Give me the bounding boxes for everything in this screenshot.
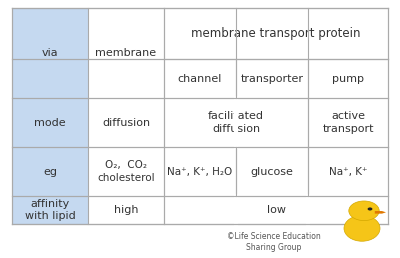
FancyBboxPatch shape <box>88 98 164 147</box>
Text: facilitated
diffusion: facilitated diffusion <box>208 111 264 134</box>
Text: Na⁺, K⁺, H₂O: Na⁺, K⁺, H₂O <box>167 167 233 176</box>
FancyBboxPatch shape <box>88 147 164 196</box>
Text: Na⁺, K⁺: Na⁺, K⁺ <box>329 167 367 176</box>
FancyBboxPatch shape <box>164 147 236 196</box>
FancyBboxPatch shape <box>164 98 308 147</box>
Ellipse shape <box>347 225 369 236</box>
FancyBboxPatch shape <box>12 196 88 224</box>
Text: channel: channel <box>178 74 222 84</box>
FancyBboxPatch shape <box>164 59 236 98</box>
Text: pump: pump <box>332 74 364 84</box>
FancyBboxPatch shape <box>236 147 308 196</box>
FancyBboxPatch shape <box>308 59 388 98</box>
Ellipse shape <box>344 215 380 241</box>
FancyBboxPatch shape <box>88 8 164 98</box>
FancyBboxPatch shape <box>308 147 388 196</box>
Text: O₂,  CO₂
cholesterol: O₂, CO₂ cholesterol <box>97 160 155 183</box>
FancyBboxPatch shape <box>12 98 88 147</box>
FancyBboxPatch shape <box>12 147 88 196</box>
Text: eg: eg <box>43 167 57 176</box>
FancyBboxPatch shape <box>164 8 388 59</box>
FancyBboxPatch shape <box>236 59 308 98</box>
Text: membrane transport protein: membrane transport protein <box>191 27 361 40</box>
Circle shape <box>349 201 379 221</box>
FancyArrow shape <box>375 211 386 214</box>
Text: low: low <box>266 205 286 215</box>
Text: high: high <box>114 205 138 215</box>
Text: via: via <box>42 48 58 58</box>
Circle shape <box>368 207 372 211</box>
Text: membrane: membrane <box>96 48 156 58</box>
Text: affinity
with lipid: affinity with lipid <box>25 199 75 221</box>
FancyBboxPatch shape <box>12 8 88 98</box>
Text: ©Life Science Education
Sharing Group: ©Life Science Education Sharing Group <box>227 232 321 252</box>
Text: glucose: glucose <box>250 167 294 176</box>
Text: transporter: transporter <box>240 74 304 84</box>
FancyBboxPatch shape <box>88 196 164 224</box>
Text: diffusion: diffusion <box>102 118 150 127</box>
FancyBboxPatch shape <box>164 196 388 224</box>
Text: mode: mode <box>34 118 66 127</box>
FancyBboxPatch shape <box>308 98 388 147</box>
Text: active
transport: active transport <box>322 111 374 134</box>
